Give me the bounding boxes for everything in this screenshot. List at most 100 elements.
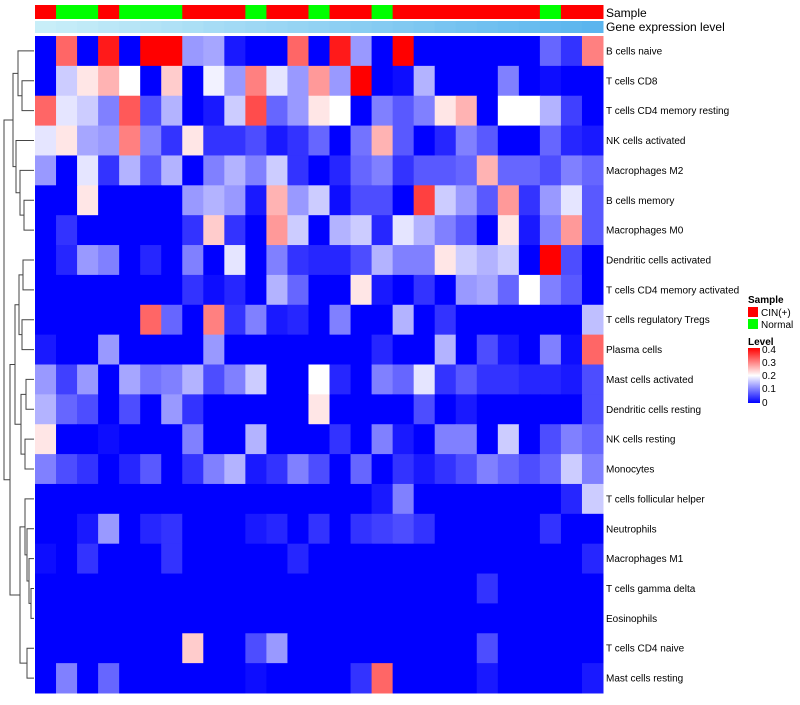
heatmap-cell: [392, 304, 415, 336]
heatmap-cell: [455, 274, 478, 306]
heatmap-cell: [392, 274, 415, 306]
heatmap-cell: [308, 245, 331, 276]
heatmap-cell: [413, 663, 436, 694]
heatmap-cell: [560, 95, 583, 127]
heatmap-cell: [413, 95, 436, 127]
heatmap-cell: [35, 215, 57, 246]
heatmap-cell: [455, 65, 478, 97]
heatmap-cell: [245, 454, 267, 485]
heatmap-cell: [455, 394, 478, 425]
heatmap-cell: [308, 424, 331, 455]
heatmap-cell: [413, 633, 436, 664]
expression-cell: [140, 21, 162, 33]
heatmap-cell: [203, 245, 225, 276]
heatmap-cell: [308, 454, 331, 485]
heatmap-cell: [203, 364, 225, 395]
heatmap-cell: [56, 36, 78, 67]
legend-label-normal: Normal: [761, 320, 793, 331]
heatmap-cell: [56, 125, 78, 156]
heatmap-cell: [329, 155, 352, 186]
heatmap-cell: [203, 304, 225, 336]
heatmap-cell: [329, 304, 352, 336]
heatmap-cell: [98, 65, 120, 97]
dendrogram-branch: [26, 528, 34, 582]
heatmap-cell: [518, 513, 541, 545]
heatmap-cell: [98, 36, 120, 67]
heatmap-cell: [371, 663, 394, 694]
heatmap-cell: [350, 245, 373, 276]
heatmap-cell: [581, 185, 604, 216]
heatmap-cell: [539, 95, 562, 127]
heatmap-cell: [392, 125, 415, 156]
heatmap-cell: [203, 603, 225, 634]
heatmap-cell: [287, 274, 309, 306]
heatmap-cell: [308, 663, 331, 694]
heatmap-cell: [203, 543, 225, 575]
heatmap-cell: [413, 364, 436, 395]
heatmap-cell: [560, 573, 583, 604]
heatmap-cell: [434, 125, 457, 156]
heatmap-cell: [182, 394, 204, 425]
heatmap-cell: [98, 185, 120, 216]
sample-cell: [119, 5, 141, 19]
heatmap-cell: [56, 304, 78, 336]
expression-cell: [497, 21, 520, 33]
heatmap-cell: [77, 454, 99, 485]
heatmap-cell: [476, 304, 499, 336]
heatmap-cell: [539, 513, 562, 545]
dendrogram-branch: [17, 50, 34, 97]
expression-cell: [77, 21, 99, 33]
heatmap-cell: [140, 304, 162, 336]
expression-cell: [476, 21, 499, 33]
heatmap-cell: [287, 304, 309, 336]
heatmap-cell: [266, 65, 288, 97]
heatmap-cell: [245, 394, 267, 425]
sample-cell: [581, 5, 604, 19]
heatmap-cell: [224, 394, 246, 425]
heatmap-cell: [581, 334, 604, 365]
heatmap-cell: [287, 394, 309, 425]
heatmap-cell: [182, 424, 204, 455]
heatmap-cell: [413, 185, 436, 216]
heatmap-cell: [539, 65, 562, 97]
heatmap-cell: [371, 603, 394, 634]
heatmap-cell: [203, 65, 225, 97]
heatmap-cell: [77, 215, 99, 246]
legend-label-cin: CIN(+): [761, 308, 791, 319]
sample-cell: [413, 5, 436, 19]
heatmap-cell: [371, 36, 394, 67]
heatmap-cell: [140, 424, 162, 455]
heatmap-cell: [476, 603, 499, 634]
row-label: T cells gamma delta: [606, 584, 696, 595]
sample-cell: [35, 5, 57, 19]
heatmap-cell: [392, 185, 415, 216]
heatmap-cell: [119, 633, 141, 664]
heatmap-cell: [119, 215, 141, 246]
expression-cell: [413, 21, 436, 33]
dendrogram-branch: [24, 498, 34, 556]
heatmap-cell: [98, 573, 120, 604]
heatmap-cell: [245, 36, 267, 67]
heatmap-cell: [77, 573, 99, 604]
heatmap-cell: [140, 215, 162, 246]
heatmap-cell: [161, 633, 183, 664]
heatmap-cell: [413, 65, 436, 97]
heatmap-cell: [224, 543, 246, 575]
heatmap-cell: [266, 274, 288, 306]
row-label: Dendritic cells resting: [606, 405, 701, 416]
heatmap-cell: [581, 454, 604, 485]
heatmap-cell: [560, 274, 583, 306]
heatmap-cell: [161, 364, 183, 395]
expression-cell: [560, 21, 583, 33]
heatmap-cell: [455, 125, 478, 156]
heatmap-cell: [329, 483, 352, 515]
heatmap-cell: [539, 36, 562, 67]
heatmap-cell: [497, 663, 520, 694]
heatmap-cell: [287, 95, 309, 127]
heatmap-cell: [35, 304, 57, 336]
heatmap-cell: [392, 663, 415, 694]
heatmap-cell: [287, 125, 309, 156]
heatmap-cell: [35, 364, 57, 395]
heatmap-cell: [56, 483, 78, 515]
heatmap-cell: [98, 304, 120, 336]
